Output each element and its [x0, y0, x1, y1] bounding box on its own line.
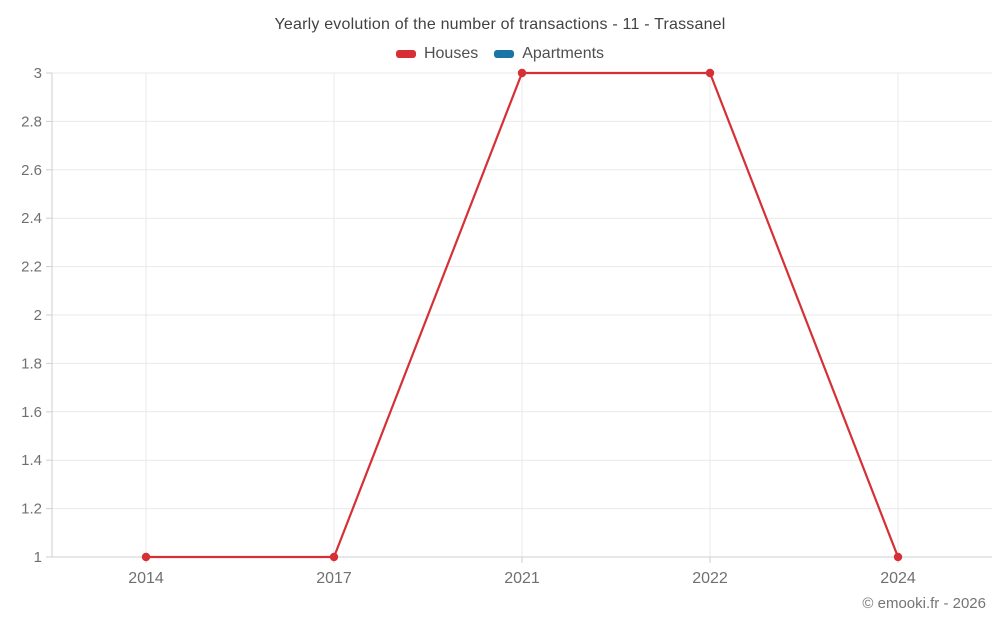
legend-item-houses[interactable]: Houses — [395, 45, 479, 63]
y-tick-label: 1 — [34, 549, 42, 566]
y-tick-label: 2.6 — [21, 162, 42, 179]
y-tick-label: 2 — [34, 307, 42, 324]
apartments-legend-swatch-icon — [494, 50, 515, 58]
x-tick-label: 2014 — [128, 570, 164, 587]
x-tick-label: 2024 — [880, 570, 916, 587]
houses-legend-label: Houses — [423, 45, 479, 62]
houses-data-point[interactable] — [893, 552, 903, 562]
houses-data-point[interactable] — [705, 68, 715, 78]
y-tick-label: 2.4 — [21, 210, 42, 227]
x-tick-label: 2017 — [316, 570, 352, 587]
legend-item-apartments[interactable]: Apartments — [494, 45, 604, 63]
apartments-legend-label: Apartments — [522, 45, 605, 62]
chart-title: Yearly evolution of the number of transa… — [274, 16, 726, 33]
x-tick-label: 2021 — [504, 570, 540, 587]
y-tick-label: 1.8 — [21, 355, 42, 372]
chart-legend: Houses Apartments — [0, 45, 1000, 63]
y-tick-label: 1.4 — [21, 452, 42, 469]
houses-legend-swatch-icon — [395, 50, 416, 58]
y-tick-label: 2.8 — [21, 113, 42, 130]
houses-data-point[interactable] — [329, 552, 339, 562]
chart-credit: © emooki.fr - 2026 — [862, 595, 986, 612]
y-tick-label: 3 — [34, 65, 42, 82]
x-tick-label: 2022 — [692, 570, 728, 587]
y-tick-label: 2.2 — [21, 259, 42, 276]
y-tick-label: 1.2 — [21, 501, 42, 518]
houses-data-point[interactable] — [517, 68, 527, 78]
houses-data-point[interactable] — [141, 552, 151, 562]
y-tick-label: 1.6 — [21, 404, 42, 421]
